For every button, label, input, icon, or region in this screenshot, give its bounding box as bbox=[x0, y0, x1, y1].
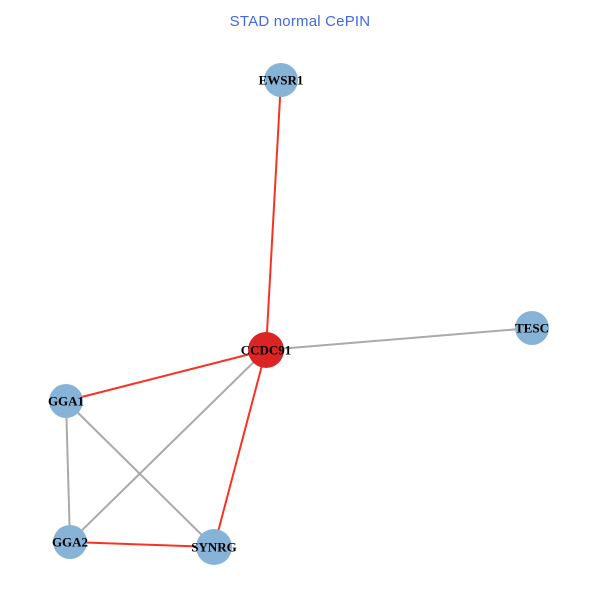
node-TESC[interactable] bbox=[515, 311, 549, 345]
node-CCDC91[interactable] bbox=[248, 332, 284, 368]
edge-GGA1-CCDC91 bbox=[65, 349, 267, 402]
edge-GGA2-CCDC91 bbox=[69, 349, 267, 543]
edge-EWSR1-CCDC91 bbox=[265, 79, 282, 351]
node-label-TESC: TESC bbox=[515, 321, 549, 336]
node-label-GGA1: GGA1 bbox=[48, 394, 84, 409]
node-SYNRG[interactable] bbox=[196, 529, 232, 565]
plot-title: STAD normal CePIN bbox=[229, 13, 371, 30]
node-EWSR1[interactable] bbox=[264, 63, 298, 97]
edge-GGA1-SYNRG bbox=[65, 400, 215, 548]
node-GGA1[interactable] bbox=[49, 384, 83, 418]
node-label-SYNRG: SYNRG bbox=[191, 540, 237, 555]
node-label-EWSR1: EWSR1 bbox=[259, 73, 304, 88]
node-label-CCDC91: CCDC91 bbox=[241, 343, 292, 358]
edge-TESC-CCDC91 bbox=[265, 327, 533, 351]
node-GGA2[interactable] bbox=[53, 525, 87, 559]
edge-SYNRG-CCDC91 bbox=[213, 349, 267, 548]
edge-GGA2-SYNRG bbox=[69, 541, 215, 548]
edge-GGA1-GGA2 bbox=[65, 400, 71, 543]
node-label-GGA2: GGA2 bbox=[52, 535, 88, 550]
